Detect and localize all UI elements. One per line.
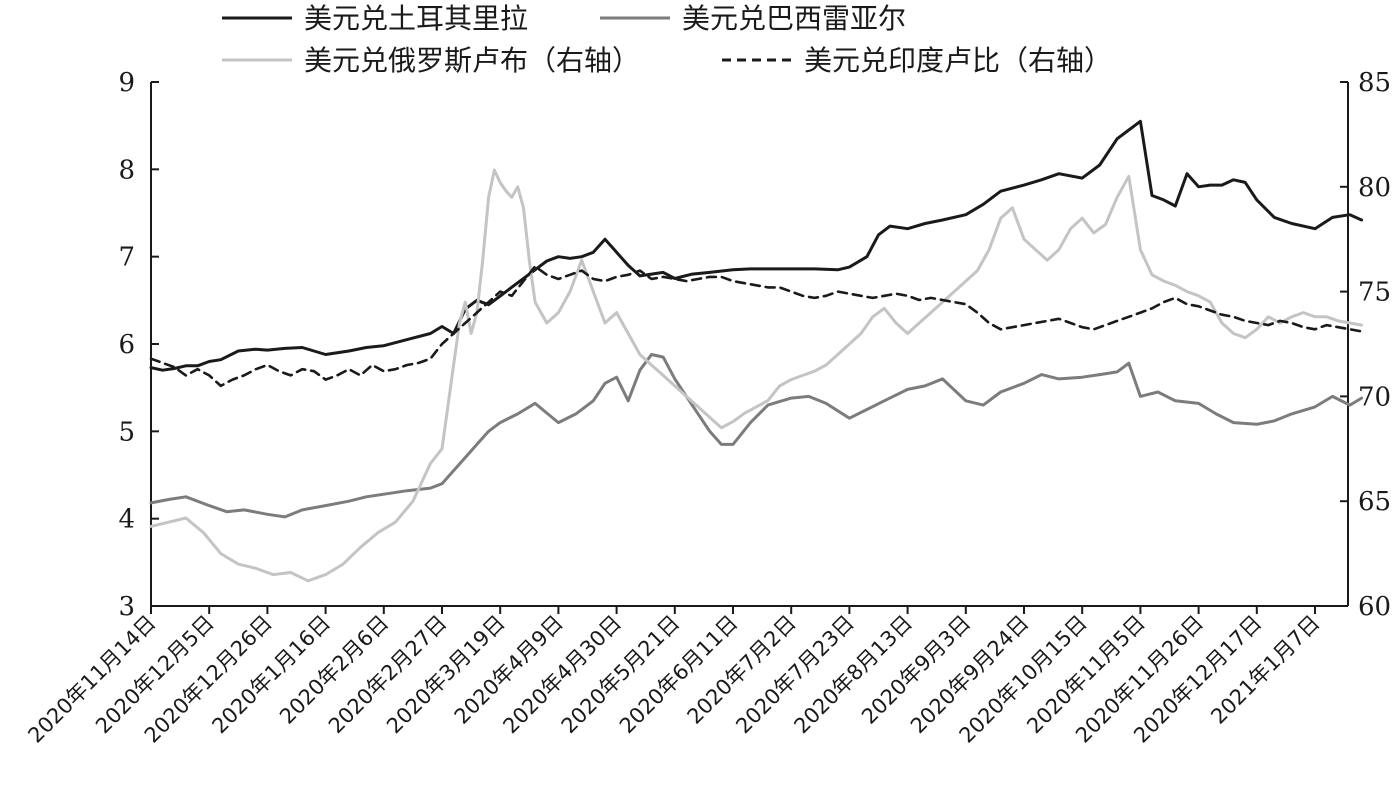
- right-tick-label: 85: [1358, 68, 1391, 98]
- left-tick-label: 7: [118, 243, 135, 273]
- left-tick-label: 5: [118, 417, 135, 447]
- legend-label: 美元兑土耳其里拉: [304, 2, 528, 35]
- right-tick-label: 60: [1358, 592, 1391, 622]
- legend-entry-2: 美元兑巴西雷亚尔: [600, 2, 906, 35]
- axes: 34567896065707580852020年11月14日2020年12月5日…: [23, 68, 1391, 748]
- right-tick-label: 80: [1358, 173, 1391, 203]
- series-line-1: [149, 119, 1364, 372]
- left-tick-label: 6: [118, 330, 135, 360]
- legend-label: 美元兑巴西雷亚尔: [682, 2, 906, 35]
- left-tick-label: 4: [118, 505, 135, 535]
- series-line-2: [149, 353, 1364, 519]
- right-tick-label: 65: [1358, 487, 1391, 517]
- left-tick-label: 3: [118, 592, 135, 622]
- legend-entry-4: 美元兑印度卢比（右轴）: [722, 44, 1112, 77]
- left-tick-label: 9: [118, 68, 135, 98]
- series-layer: [149, 119, 1364, 583]
- left-tick-label: 8: [118, 155, 135, 185]
- right-tick-label: 75: [1358, 278, 1391, 308]
- legend-label: 美元兑印度卢比（右轴）: [804, 44, 1112, 77]
- series-line-3: [149, 168, 1364, 583]
- legend-label: 美元兑俄罗斯卢布（右轴）: [304, 44, 640, 77]
- series-line-4: [149, 265, 1363, 388]
- right-tick-label: 70: [1358, 382, 1391, 412]
- legend-entry-1: 美元兑土耳其里拉: [222, 2, 528, 35]
- legend-entry-3: 美元兑俄罗斯卢布（右轴）: [222, 44, 640, 77]
